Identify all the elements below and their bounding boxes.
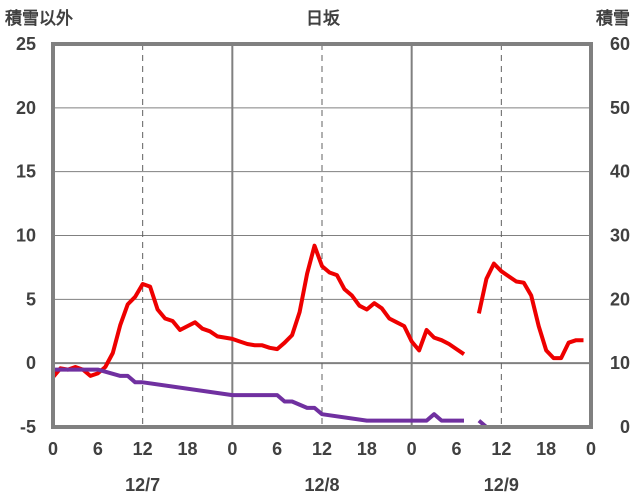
temperature-series-line [476,261,584,361]
temperature-series-line [51,243,466,379]
series-lines [51,243,584,429]
x-tick-label: 18 [536,439,556,459]
right-y-tick-label: 30 [610,226,630,246]
x-tick-label: 6 [93,439,103,459]
right-y-tick-label: 0 [620,417,630,437]
right-y-tick-label: 20 [610,289,630,309]
snow-series-line [53,367,464,423]
left-y-tick-label: 15 [16,162,36,182]
x-tick-label: 6 [272,439,282,459]
plot-frame [51,42,593,429]
date-label: 12/9 [484,475,519,495]
right-y-tick-label: 60 [610,34,630,54]
right-y-tick-label: 10 [610,353,630,373]
left-y-tick-label: 5 [26,289,36,309]
x-tick-label: 0 [227,439,237,459]
left-y-tick-label: 20 [16,98,36,118]
x-tick-label: 0 [407,439,417,459]
x-tick-label: 18 [177,439,197,459]
date-label: 12/7 [125,475,160,495]
left-y-tick-label: 10 [16,226,36,246]
left-y-tick-label: -5 [20,417,36,437]
x-tick-label: 12 [312,439,332,459]
chart-title: 日坂 [306,9,341,29]
right-y-tick-label: 50 [610,98,630,118]
left-axis-label: 積雪以外 [5,8,73,29]
date-label: 12/8 [304,475,339,495]
grid [53,44,591,427]
left-y-tick-label: 0 [26,353,36,373]
x-tick-label: 18 [357,439,377,459]
right-y-tick-label: 40 [610,162,630,182]
right-axis-label: 積雪 [596,8,630,29]
x-tick-label: 6 [451,439,461,459]
x-tick-label: 12 [133,439,153,459]
x-tick-label: 12 [491,439,511,459]
x-tick-label: 0 [586,439,596,459]
x-tick-label: 0 [48,439,58,459]
left-y-tick-label: 25 [16,34,36,54]
